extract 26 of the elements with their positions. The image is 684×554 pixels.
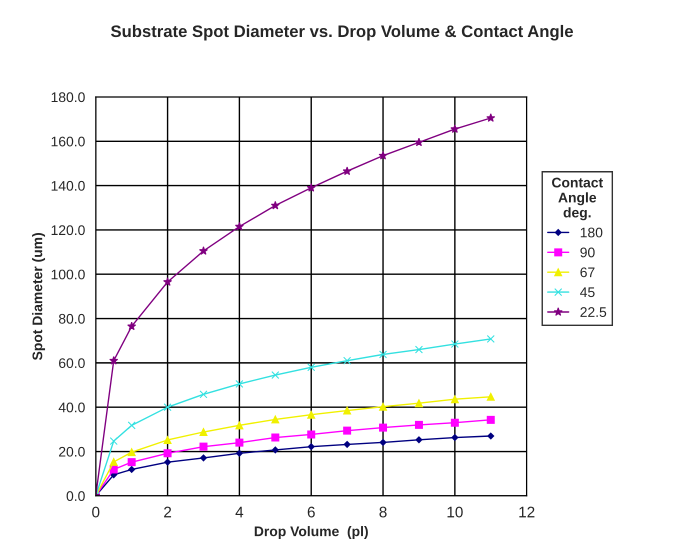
x-tick-label: 6	[308, 506, 315, 518]
x-tick-label: 4	[236, 506, 244, 518]
y-tick-label: 0.0	[66, 491, 85, 501]
y-tick-label: 140.0	[52, 180, 85, 191]
y-tick-label: 20.0	[59, 446, 85, 457]
x-tick-label: 0	[92, 506, 100, 518]
chart-title: Substrate Spot Diameter vs. Drop Volume & Contact Angle	[110, 24, 573, 41]
legend-label: 90	[580, 247, 595, 258]
legend-label: 180	[580, 228, 602, 238]
legend-label: 22.5	[580, 307, 606, 317]
x-tick-label: 10	[448, 506, 463, 518]
y-tick-label: 160.0	[52, 136, 85, 146]
x-tick-label: 12	[519, 506, 534, 518]
y-tick-label: 120.0	[52, 225, 85, 236]
x-axis-title: Drop Volume (pl)	[254, 526, 368, 539]
y-tick-label: 60.0	[59, 358, 85, 368]
y-tick-label: 100.0	[52, 270, 85, 280]
y-axis-title: Spot Diameter (um)	[32, 233, 46, 360]
y-tick-label: 180.0	[52, 92, 85, 102]
x-tick-label: 2	[164, 506, 172, 518]
legend-label: 67	[580, 267, 594, 278]
y-tick-label: 40.0	[58, 402, 85, 412]
legend-title: Contact Angle deg.	[552, 178, 603, 220]
x-tick-label: 8	[379, 506, 387, 518]
y-tick-label: 80.0	[58, 314, 85, 324]
legend-label: 45	[580, 287, 595, 298]
